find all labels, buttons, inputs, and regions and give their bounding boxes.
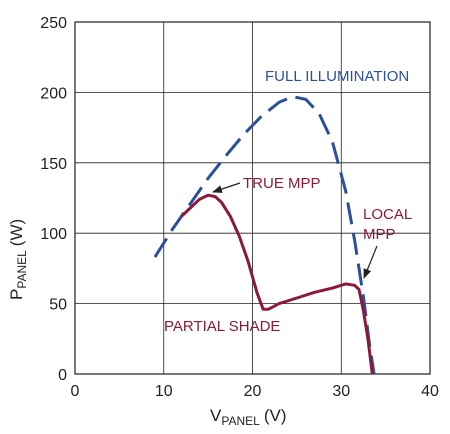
annotation-mpp: MPP bbox=[363, 226, 396, 243]
y-tick-label: 0 bbox=[58, 367, 67, 384]
y-tick-label: 150 bbox=[40, 156, 67, 173]
x-tick-labels: 0 10 20 30 40 bbox=[71, 383, 439, 400]
x-tick-label: 40 bbox=[421, 383, 439, 400]
annotation-local: LOCAL bbox=[363, 206, 412, 223]
x-axis-title: VPANEL (V) bbox=[210, 406, 286, 428]
annotation-partial-shade: PARTIAL SHADE bbox=[164, 318, 280, 335]
y-axis-title-unit: (W) bbox=[7, 219, 26, 246]
series-layer bbox=[153, 95, 376, 375]
y-tick-label: 100 bbox=[40, 226, 67, 243]
y-tick-labels: 0 50 100 150 200 250 bbox=[40, 15, 67, 384]
x-axis-title-unit: (V) bbox=[264, 406, 287, 425]
x-tick-label: 10 bbox=[155, 383, 173, 400]
y-axis-title: PPANEL (W) bbox=[7, 219, 29, 300]
y-axis-title-main: P bbox=[7, 289, 26, 300]
x-axis-title-sub: PANEL bbox=[221, 414, 260, 428]
x-axis-title-main: V bbox=[210, 406, 222, 425]
x-tick-label: 20 bbox=[244, 383, 262, 400]
y-tick-label: 250 bbox=[40, 15, 67, 32]
x-tick-label: 0 bbox=[71, 383, 80, 400]
annotation-true-mpp: TRUE MPP bbox=[243, 175, 321, 192]
y-tick-label: 200 bbox=[40, 85, 67, 102]
arrow-local-mpp bbox=[363, 245, 378, 279]
y-tick-label: 50 bbox=[49, 297, 67, 314]
annotation-full-illumination: FULL ILLUMINATION bbox=[265, 68, 409, 85]
arrow-true-mpp bbox=[212, 182, 241, 193]
series-line-partial-shade bbox=[180, 193, 374, 375]
y-axis-title-sub: PANEL bbox=[15, 250, 29, 289]
grid-lines bbox=[75, 22, 430, 374]
x-tick-label: 30 bbox=[332, 383, 350, 400]
